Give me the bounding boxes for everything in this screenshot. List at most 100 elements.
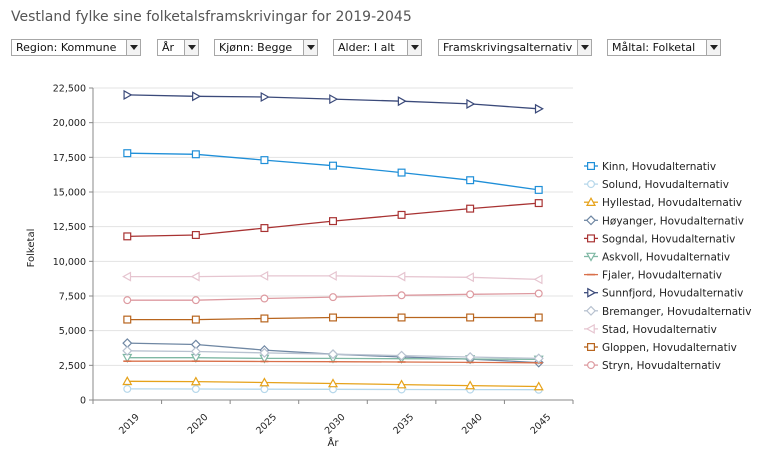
data-point: [466, 290, 475, 299]
data-point: [191, 150, 200, 159]
data-point: [327, 378, 339, 388]
y-axis-title: Folketal: [26, 229, 37, 268]
year-select[interactable]: År: [157, 39, 199, 56]
data-point: [534, 185, 543, 194]
gender-select-label: Kjønn: Begge: [219, 41, 293, 54]
x-tick-label: 2019: [117, 412, 142, 437]
data-point: [123, 315, 132, 324]
series-1: [123, 149, 543, 194]
legend-marker: [587, 287, 597, 298]
x-axis-title: År: [328, 436, 340, 449]
data-point: [397, 291, 406, 300]
x-tick-label: 2035: [391, 412, 416, 437]
data-point: [260, 314, 269, 323]
data-point: [466, 204, 475, 213]
data-point: [329, 293, 338, 302]
data-point: [329, 161, 338, 170]
legend-marker: [586, 343, 595, 352]
region-select-label: Region: Kommune: [16, 41, 117, 54]
data-point: [122, 345, 133, 356]
measure-select[interactable]: Måltal: Folketal: [607, 39, 721, 56]
series-3: [122, 376, 544, 391]
series-10: [122, 270, 543, 285]
series-7: [123, 360, 543, 364]
legend-label: Sunnfjord, Hovudalternativ: [602, 288, 743, 300]
chevron-down-icon[interactable]: [577, 40, 591, 55]
data-point: [123, 149, 132, 158]
data-point: [534, 313, 543, 322]
legend-label: Gloppen, Hovudalternativ: [602, 342, 737, 354]
legend-item: Hyllestad, Hovudalternativ: [584, 196, 742, 209]
data-point: [260, 156, 269, 165]
data-point: [466, 98, 476, 109]
data-point: [260, 224, 269, 233]
data-point: [191, 230, 200, 239]
data-point: [123, 89, 133, 100]
legend-marker: [585, 305, 597, 316]
data-point: [396, 350, 407, 361]
projection-alternative-select[interactable]: Framskrivingsalternativ: [438, 39, 592, 56]
y-tick-label: 17,500: [53, 153, 86, 164]
data-point: [123, 232, 132, 241]
data-point: [122, 271, 132, 282]
data-point: [533, 381, 544, 391]
legend-marker: [586, 162, 595, 171]
legend-item: Stad, Hovudalternativ: [584, 323, 717, 336]
legend-marker: [586, 361, 595, 370]
region-select[interactable]: Region: Kommune: [11, 39, 141, 56]
legend-label: Høyanger, Hovudalternativ: [602, 215, 744, 227]
measure-select-label: Måltal: Folketal: [612, 41, 696, 54]
legend-label: Fjaler, Hovudalternativ: [602, 270, 722, 282]
legend-item: Askvoll, Hovudalternativ: [584, 252, 730, 264]
y-tick-label: 5,000: [59, 326, 86, 337]
data-point: [191, 296, 200, 305]
data-point: [329, 94, 339, 105]
data-point: [329, 313, 338, 322]
data-point: [259, 347, 270, 358]
legend-item: Sogndal, Hovudalternativ: [584, 233, 735, 245]
y-tick-label: 10,000: [53, 257, 86, 268]
legend-marker: [585, 323, 595, 334]
legend-item: Gloppen, Hovudalternativ: [584, 342, 737, 354]
chevron-down-icon[interactable]: [303, 40, 317, 55]
legend-label: Askvoll, Hovudalternativ: [602, 252, 730, 264]
data-point: [190, 376, 201, 386]
data-point: [260, 385, 269, 394]
data-point: [466, 313, 475, 322]
y-tick-label: 15,000: [53, 188, 86, 199]
age-select[interactable]: Alder: I alt: [333, 39, 422, 56]
chevron-down-icon[interactable]: [706, 40, 720, 55]
y-tick-label: 0: [80, 396, 86, 407]
chevron-down-icon[interactable]: [126, 40, 140, 55]
chevron-down-icon[interactable]: [184, 40, 198, 55]
data-point: [260, 91, 270, 103]
data-point: [534, 289, 543, 298]
legend-item: Bremanger, Hovudalternativ: [584, 305, 751, 318]
legend-item: Fjaler, Hovudalternativ: [584, 270, 722, 282]
data-point: [259, 377, 270, 387]
x-tick-label: 2025: [254, 412, 279, 437]
data-point: [396, 379, 407, 389]
legend-marker: [586, 234, 595, 243]
data-point: [123, 384, 132, 393]
y-tick-label: 2,500: [59, 361, 86, 372]
legend-marker: [585, 252, 597, 262]
legend-item: Kinn, Hovudalternativ: [584, 161, 716, 173]
data-point: [534, 199, 543, 208]
legend-label: Kinn, Hovudalternativ: [602, 161, 716, 173]
x-tick-label: 2045: [529, 412, 554, 437]
data-point: [327, 349, 339, 360]
data-point: [260, 294, 269, 303]
plot-area: [93, 88, 573, 400]
data-point: [259, 270, 269, 281]
y-tick-label: 20,000: [53, 118, 86, 129]
series-2: [123, 384, 543, 394]
data-point: [396, 271, 406, 282]
x-tick-label: 2020: [186, 412, 211, 437]
gender-select[interactable]: Kjønn: Begge: [214, 39, 318, 56]
series-12: [123, 289, 543, 305]
data-point: [397, 96, 407, 107]
chevron-down-icon[interactable]: [407, 40, 421, 55]
series-8: [123, 89, 544, 114]
